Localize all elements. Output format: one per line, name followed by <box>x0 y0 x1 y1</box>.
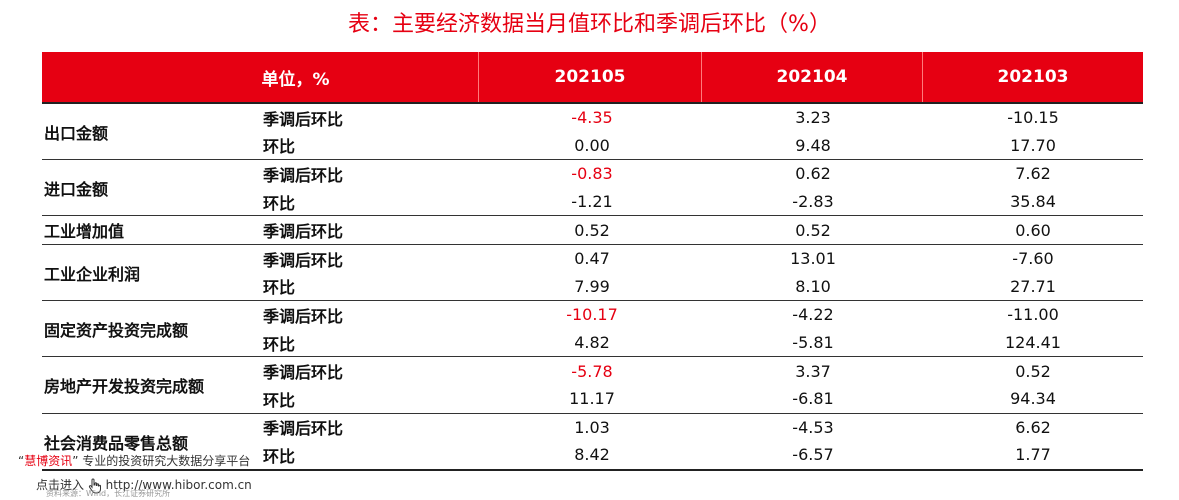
header-unit: 单位，% <box>261 69 330 90</box>
value-cell: -11.00 <box>1007 305 1059 325</box>
value-cell: 94.34 <box>1010 389 1056 409</box>
watermark-tagline: 专业的投资研究大数据分享平台 <box>82 454 251 468</box>
data-table: 单位，% 202105 202104 202103 出口金额 季调后环比 -4.… <box>42 52 1143 471</box>
value-cell: 0.00 <box>574 135 610 155</box>
value-cell: 3.23 <box>795 108 831 128</box>
value-cell: 7.99 <box>574 276 610 296</box>
metric-label: 环比 <box>263 446 296 466</box>
value-cell: -7.60 <box>1012 249 1054 269</box>
watermark-brand: 慧博资讯 <box>24 454 73 468</box>
table-row: 季调后环比 -10.17 -4.22 -11.00 <box>263 301 1143 329</box>
header-period-1: 202105 <box>478 52 701 102</box>
group-name: 出口金额 <box>44 123 109 143</box>
value-cell: -4.35 <box>571 108 613 128</box>
table-row: 季调后环比 -5.78 3.37 0.52 <box>263 357 1143 385</box>
group-industrial-profit: 工业企业利润 季调后环比 0.47 13.01 -7.60 环比 7.99 8.… <box>42 243 1143 301</box>
header-period-2: 202104 <box>701 52 922 102</box>
value-cell: -6.81 <box>792 389 834 409</box>
metric-label: 环比 <box>263 390 296 410</box>
value-cell: -5.78 <box>571 361 613 381</box>
value-cell: 3.37 <box>795 361 831 381</box>
table-header: 单位，% 202105 202104 202103 <box>42 52 1143 102</box>
value-cell: 6.62 <box>1015 417 1051 437</box>
value-cell: 27.71 <box>1010 276 1056 296</box>
value-cell: 4.82 <box>574 333 610 353</box>
quote-open: “ <box>18 454 25 468</box>
group-retail-sales: 社会消费品零售总额 季调后环比 1.03 -4.53 6.62 环比 8.42 … <box>42 412 1143 471</box>
watermark-link-prefix: 点击进入 <box>36 478 85 492</box>
group-fixed-asset-investment: 固定资产投资完成额 季调后环比 -10.17 -4.22 -11.00 环比 4… <box>42 300 1143 356</box>
group-name: 工业增加值 <box>44 222 125 242</box>
group-name: 工业企业利润 <box>44 264 141 284</box>
value-cell: 8.42 <box>574 445 610 465</box>
metric-label: 季调后环比 <box>263 306 344 326</box>
group-name: 房地产开发投资完成额 <box>44 376 205 396</box>
value-cell: 7.62 <box>1015 164 1051 184</box>
table-row: 环比 11.17 -6.81 94.34 <box>263 385 1143 413</box>
metric-label: 季调后环比 <box>263 165 344 185</box>
page-title: 表：主要经济数据当月值环比和季调后环比（%） <box>348 12 831 37</box>
table-row: 季调后环比 -4.35 3.23 -10.15 <box>263 104 1143 132</box>
watermark: “慧博资讯” 专业的投资研究大数据分享平台 点击进入 http://www.hi… <box>0 446 300 500</box>
group-export: 出口金额 季调后环比 -4.35 3.23 -10.15 环比 0.00 9.4… <box>42 102 1143 159</box>
table-row: 环比 7.99 8.10 27.71 <box>263 273 1143 301</box>
value-cell: 0.52 <box>1015 361 1051 381</box>
header-period-3: 202103 <box>922 52 1143 102</box>
value-cell: -2.83 <box>792 192 834 212</box>
group-industrial-value-added: 工业增加值 季调后环比 0.52 0.52 0.60 <box>42 215 1143 244</box>
value-cell: 0.52 <box>574 220 610 240</box>
quote-close: ” <box>72 454 79 468</box>
value-cell: -10.17 <box>566 305 618 325</box>
header-blank <box>42 52 261 102</box>
table-row: 季调后环比 -0.83 0.62 7.62 <box>263 160 1143 188</box>
value-cell: 1.03 <box>574 417 610 437</box>
value-cell: -5.81 <box>792 333 834 353</box>
watermark-url: http://www.hibor.com.cn <box>105 478 252 492</box>
table-row: 环比 -1.21 -2.83 35.84 <box>263 188 1143 216</box>
group-real-estate-investment: 房地产开发投资完成额 季调后环比 -5.78 3.37 0.52 环比 11.1… <box>42 356 1143 412</box>
value-cell: 0.47 <box>574 249 610 269</box>
value-cell: 8.10 <box>795 276 831 296</box>
value-cell: 9.48 <box>795 135 831 155</box>
table-row: 环比 4.82 -5.81 124.41 <box>263 329 1143 357</box>
metric-label: 季调后环比 <box>263 363 344 383</box>
table-row: 季调后环比 0.47 13.01 -7.60 <box>263 245 1143 273</box>
value-cell: -0.83 <box>571 164 613 184</box>
hand-pointer-icon <box>88 477 102 494</box>
table-row: 环比 8.42 -6.57 1.77 <box>263 441 1143 469</box>
value-cell: 35.84 <box>1010 192 1056 212</box>
value-cell: 13.01 <box>790 249 836 269</box>
table-row: 季调后环比 0.52 0.52 0.60 <box>263 216 1143 244</box>
metric-label: 环比 <box>263 278 296 298</box>
value-cell: 0.52 <box>795 220 831 240</box>
value-cell: -4.53 <box>792 417 834 437</box>
group-name: 社会消费品零售总额 <box>44 433 189 453</box>
group-name: 进口金额 <box>44 179 109 199</box>
value-cell: -4.22 <box>792 305 834 325</box>
value-cell: 0.60 <box>1015 220 1051 240</box>
metric-label: 季调后环比 <box>263 109 344 129</box>
source-note: 资料来源：Wind，长江证券研究所 <box>46 489 171 498</box>
value-cell: 0.62 <box>795 164 831 184</box>
group-name: 固定资产投资完成额 <box>44 320 189 340</box>
metric-label: 季调后环比 <box>263 419 344 439</box>
table-row: 环比 0.00 9.48 17.70 <box>263 132 1143 160</box>
value-cell: 124.41 <box>1005 333 1061 353</box>
value-cell: -6.57 <box>792 445 834 465</box>
metric-label: 环比 <box>263 334 296 354</box>
value-cell: -10.15 <box>1007 108 1059 128</box>
value-cell: 11.17 <box>569 389 615 409</box>
value-cell: 1.77 <box>1015 445 1051 465</box>
metric-label: 环比 <box>263 137 296 157</box>
watermark-tagline-line: “慧博资讯” 专业的投资研究大数据分享平台 <box>18 452 250 469</box>
metric-label: 环比 <box>263 193 296 213</box>
table-row: 季调后环比 1.03 -4.53 6.62 <box>263 414 1143 442</box>
metric-label: 季调后环比 <box>263 250 344 270</box>
group-import: 进口金额 季调后环比 -0.83 0.62 7.62 环比 -1.21 -2.8… <box>42 159 1143 215</box>
watermark-link[interactable]: 点击进入 http://www.hibor.com.cn <box>36 476 252 494</box>
value-cell: 17.70 <box>1010 135 1056 155</box>
metric-label: 季调后环比 <box>263 222 344 242</box>
value-cell: -1.21 <box>571 192 613 212</box>
